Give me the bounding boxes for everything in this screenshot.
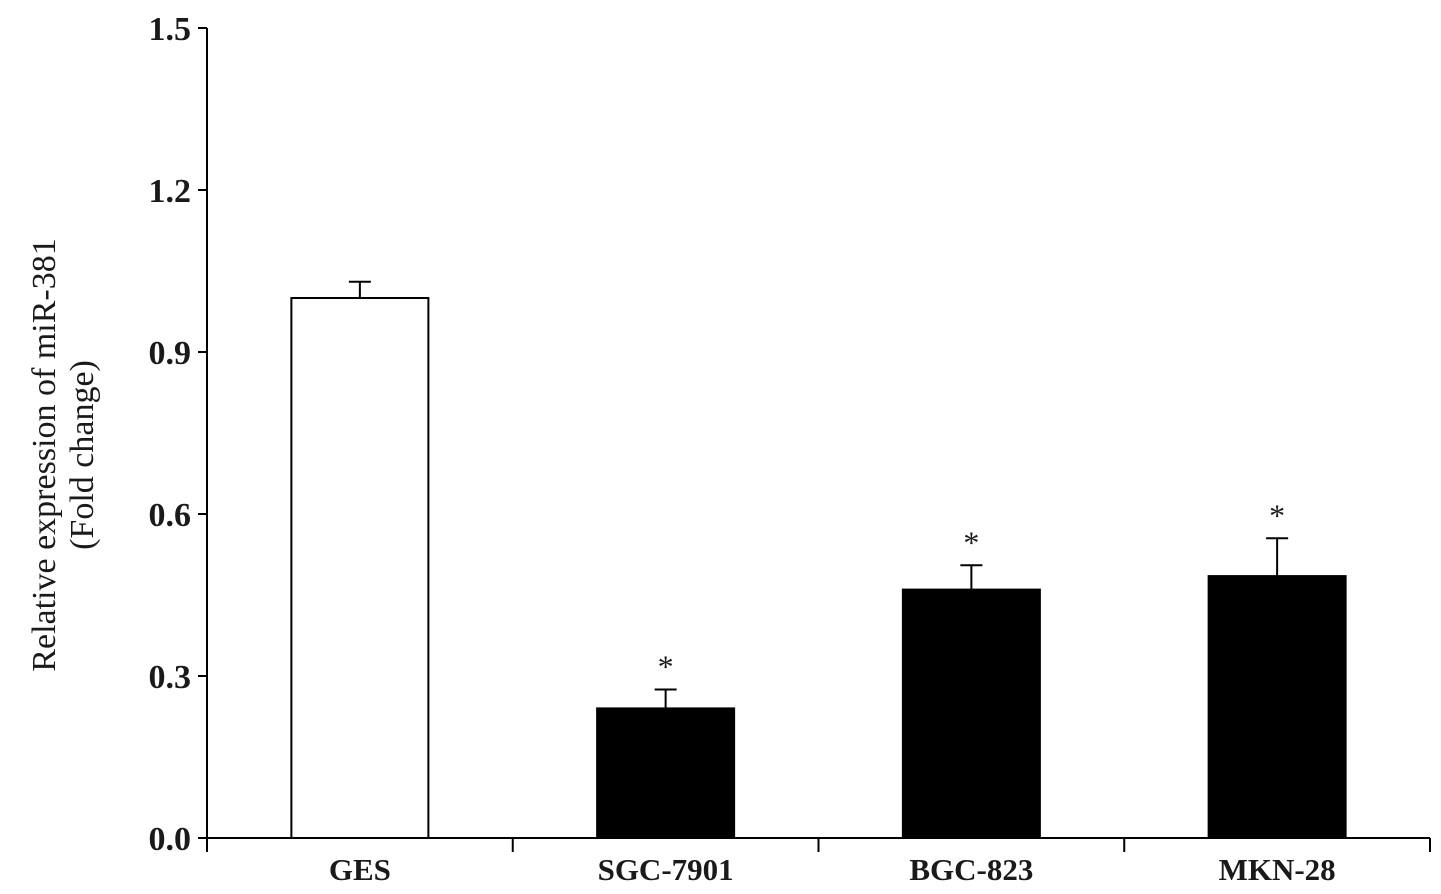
y-axis-title: Relative expression of miR-381 (Fold cha… <box>26 238 101 671</box>
y-axis-title-line-1: Relative expression of miR-381 <box>26 238 63 671</box>
x-category-label: SGC-7901 <box>598 852 734 887</box>
x-category-label: GES <box>329 852 391 887</box>
bar <box>290 297 430 839</box>
bar <box>1207 575 1347 839</box>
bar <box>901 588 1041 839</box>
y-tick-label: 0.6 <box>149 497 192 534</box>
x-category-label: MKN-28 <box>1219 852 1336 887</box>
significance-marker: * <box>658 649 674 685</box>
bar <box>596 707 736 840</box>
x-category-label: BGC-823 <box>909 852 1033 887</box>
significance-marker: * <box>963 524 979 560</box>
significance-marker: * <box>1269 497 1285 533</box>
y-axis-title-line-2: (Fold change) <box>64 360 101 550</box>
plot-area: 0.0 0.3 0.6 0.9 1.2 1.5 GES * SGC-7901 * BGC-823 * M… <box>149 11 1431 887</box>
y-tick-label: 1.5 <box>149 11 192 48</box>
y-tick-label: 0.0 <box>149 821 192 858</box>
y-tick-label: 1.2 <box>149 173 192 210</box>
y-tick-label: 0.3 <box>149 659 192 696</box>
y-tick-label: 0.9 <box>149 335 192 372</box>
